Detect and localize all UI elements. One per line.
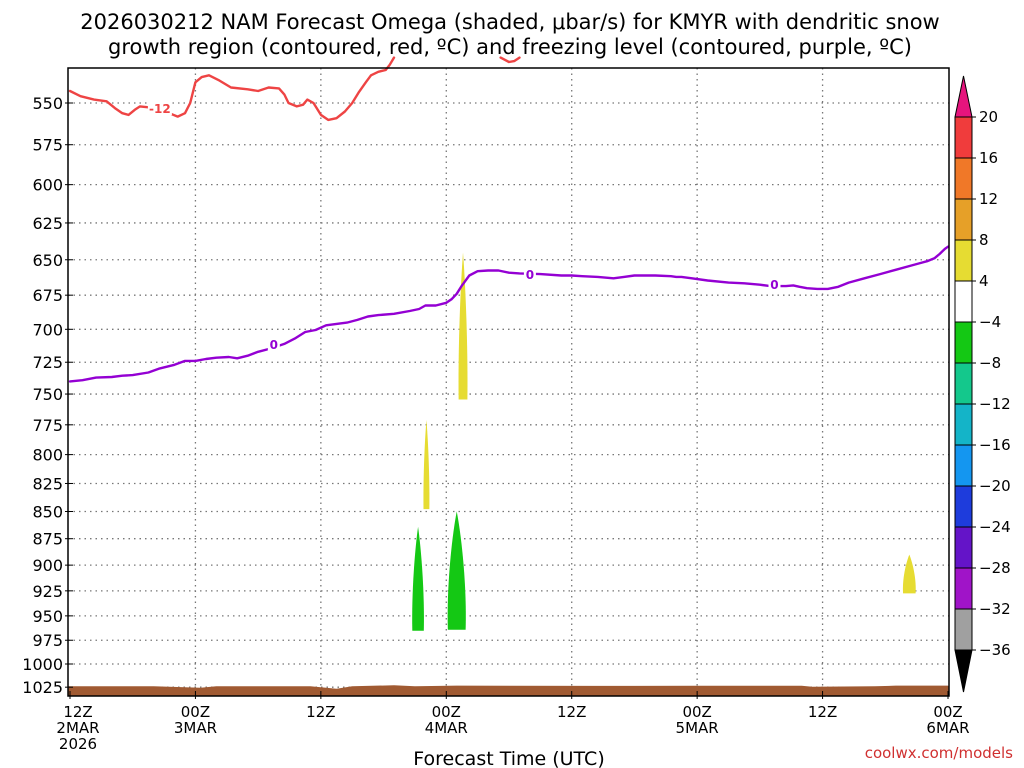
colorbar-label: −12 bbox=[979, 395, 1011, 413]
colorbar-bottom-arrow bbox=[954, 649, 973, 693]
terrain-band bbox=[68, 685, 949, 696]
colorbar-segment bbox=[954, 280, 973, 323]
contour-lines: -12 0 0 0 bbox=[68, 56, 950, 383]
omega-shade-region bbox=[458, 252, 468, 400]
grid-lines bbox=[68, 68, 949, 696]
freezing-contour-label: 0 bbox=[270, 338, 278, 352]
x-tick-label: 6MAR bbox=[926, 719, 969, 737]
x-tick-label: 12Z bbox=[808, 703, 837, 721]
y-tick-label: 650 bbox=[32, 251, 63, 270]
x-tick-label: 00Z bbox=[181, 703, 210, 721]
x-tick-label: 12Z bbox=[63, 703, 92, 721]
omega-shade-region bbox=[423, 419, 430, 510]
colorbar: 20 16 12 8 4 −4 −8 −12 −16 −20 −24 −28 −32 −36 bbox=[954, 75, 1011, 693]
colorbar-label: −4 bbox=[979, 313, 1001, 331]
x-tick-label: 2MAR bbox=[56, 719, 99, 737]
colorbar-label: −24 bbox=[979, 518, 1011, 536]
x-tick-label: 12Z bbox=[306, 703, 335, 721]
colorbar-segment bbox=[954, 116, 973, 159]
colorbar-segment bbox=[954, 362, 973, 405]
colorbar-segment bbox=[954, 239, 973, 282]
dendritic-contour-line bbox=[499, 56, 521, 64]
y-tick-label: 775 bbox=[32, 416, 63, 435]
y-tick-label: 675 bbox=[32, 286, 63, 305]
colorbar-label: −36 bbox=[979, 641, 1011, 659]
y-tick-label: 575 bbox=[32, 136, 63, 155]
freezing-contour-label: 0 bbox=[770, 278, 778, 292]
y-tick-label: 725 bbox=[32, 353, 63, 372]
colorbar-label: −8 bbox=[979, 354, 1001, 372]
chart-title-line2: growth region (contoured, red, ºC) and f… bbox=[108, 35, 912, 59]
y-axis-ticks: 550 575 600 625 650 675 700 725 750 775 800 825 850 8… bbox=[22, 94, 73, 697]
colorbar-label: −28 bbox=[979, 559, 1011, 577]
y-tick-label: 700 bbox=[32, 320, 63, 339]
freezing-level-contour-line bbox=[68, 245, 950, 383]
colorbar-top-arrow bbox=[954, 75, 973, 118]
x-tick-label: 00Z bbox=[682, 703, 711, 721]
omega-shade-region bbox=[902, 554, 916, 594]
y-tick-label: 850 bbox=[32, 502, 63, 521]
colorbar-segment bbox=[954, 198, 973, 241]
freezing-contour-label: 0 bbox=[526, 268, 534, 282]
x-tick-label: 5MAR bbox=[676, 719, 719, 737]
colorbar-label: 16 bbox=[979, 149, 998, 167]
y-tick-label: 1000 bbox=[22, 655, 63, 674]
colorbar-segment bbox=[954, 485, 973, 528]
chart-title-line1: 2026030212 NAM Forecast Omega (shaded, μ… bbox=[80, 10, 939, 34]
colorbar-segment bbox=[954, 321, 973, 364]
x-tick-label: 3MAR bbox=[174, 719, 217, 737]
dendritic-contour-label: -12 bbox=[149, 102, 171, 116]
x-axis-label: Forecast Time (UTC) bbox=[413, 748, 604, 768]
omega-shading bbox=[412, 252, 916, 631]
colorbar-label: −32 bbox=[979, 600, 1011, 618]
y-tick-label: 750 bbox=[32, 385, 63, 404]
y-tick-label: 550 bbox=[32, 94, 63, 113]
colorbar-label: 20 bbox=[979, 108, 998, 126]
x-tick-label: 4MAR bbox=[425, 719, 468, 737]
y-tick-label: 875 bbox=[32, 530, 63, 549]
terrain-layer bbox=[68, 685, 949, 696]
freezing-label-bg bbox=[267, 336, 280, 351]
freezing-label-bg bbox=[523, 267, 536, 282]
freezing-label-bg bbox=[768, 276, 781, 291]
y-tick-label: 900 bbox=[32, 556, 63, 575]
plot-frame bbox=[67, 67, 950, 697]
omega-shade-region bbox=[412, 526, 424, 631]
colorbar-segment bbox=[954, 403, 973, 446]
colorbar-segment bbox=[954, 567, 973, 610]
y-tick-label: 600 bbox=[32, 176, 63, 195]
x-tick-label: 00Z bbox=[933, 703, 962, 721]
colorbar-label: 8 bbox=[979, 231, 989, 249]
dendritic-contour-line bbox=[68, 56, 396, 122]
dendritic-label-bg bbox=[147, 101, 172, 116]
y-tick-label: 825 bbox=[32, 474, 63, 493]
x-tick-label: 00Z bbox=[432, 703, 461, 721]
y-tick-label: 950 bbox=[32, 607, 63, 626]
colorbar-segment bbox=[954, 444, 973, 487]
y-tick-label: 975 bbox=[32, 631, 63, 650]
y-tick-label: 925 bbox=[32, 582, 63, 601]
colorbar-label: −20 bbox=[979, 477, 1011, 495]
colorbar-segment bbox=[954, 526, 973, 569]
colorbar-label: −16 bbox=[979, 436, 1011, 454]
y-tick-label: 800 bbox=[32, 446, 63, 465]
omega-shade-region bbox=[447, 511, 466, 630]
y-tick-label: 1025 bbox=[22, 678, 63, 697]
colorbar-segment bbox=[954, 608, 973, 651]
colorbar-label: 4 bbox=[979, 272, 989, 290]
colorbar-label: 12 bbox=[979, 190, 998, 208]
y-tick-label: 625 bbox=[32, 214, 63, 233]
x-tick-label: 12Z bbox=[557, 703, 586, 721]
x-tick-label: 2026 bbox=[59, 735, 97, 753]
colorbar-segment bbox=[954, 157, 973, 200]
credit-text: coolwx.com/models bbox=[865, 744, 1013, 762]
